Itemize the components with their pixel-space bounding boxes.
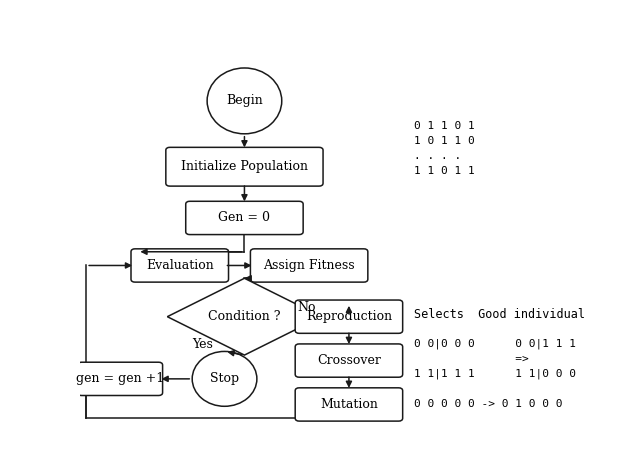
- FancyBboxPatch shape: [295, 388, 403, 421]
- Text: Initialize Population: Initialize Population: [181, 160, 308, 173]
- Text: Yes: Yes: [192, 338, 213, 351]
- Text: Crossover: Crossover: [317, 354, 381, 367]
- Text: Gen = 0: Gen = 0: [218, 211, 270, 224]
- FancyBboxPatch shape: [78, 362, 162, 396]
- Text: 0 1 1 0 1
1 0 1 1 0
. . . .
1 1 0 1 1: 0 1 1 0 1 1 0 1 1 0 . . . . 1 1 0 1 1: [413, 121, 474, 176]
- FancyBboxPatch shape: [295, 344, 403, 377]
- Text: Selects  Good individual: Selects Good individual: [413, 308, 585, 322]
- Text: Mutation: Mutation: [320, 398, 378, 411]
- Ellipse shape: [192, 352, 257, 406]
- FancyBboxPatch shape: [131, 249, 229, 282]
- Text: Begin: Begin: [226, 95, 263, 107]
- Text: 0 0 0 0 0 -> 0 1 0 0 0: 0 0 0 0 0 -> 0 1 0 0 0: [413, 399, 562, 409]
- FancyBboxPatch shape: [250, 249, 368, 282]
- FancyBboxPatch shape: [186, 201, 303, 235]
- Text: Reproduction: Reproduction: [306, 310, 392, 323]
- FancyBboxPatch shape: [166, 147, 323, 186]
- FancyBboxPatch shape: [295, 300, 403, 333]
- Text: Condition ?: Condition ?: [208, 310, 281, 323]
- Text: gen = gen +1: gen = gen +1: [76, 372, 164, 385]
- Ellipse shape: [207, 68, 282, 134]
- Text: No: No: [297, 301, 316, 314]
- Text: Evaluation: Evaluation: [146, 259, 214, 272]
- Text: Assign Fitness: Assign Fitness: [263, 259, 355, 272]
- Polygon shape: [168, 278, 322, 355]
- Text: 0 0|0 0 0      0 0|1 1 1
               =>
1 1|1 1 1      1 1|0 0 0: 0 0|0 0 0 0 0|1 1 1 => 1 1|1 1 1 1 1|0 0…: [413, 339, 576, 379]
- Text: Stop: Stop: [210, 372, 239, 385]
